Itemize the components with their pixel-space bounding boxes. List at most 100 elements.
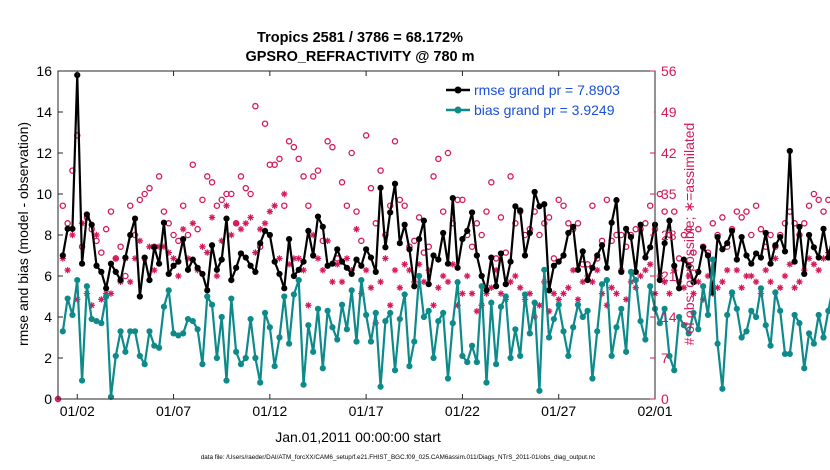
assimilated-obs-marker	[666, 290, 673, 297]
legend-rmse-marker	[454, 86, 462, 94]
bias-point	[502, 293, 509, 300]
rmse-point	[598, 242, 606, 249]
assimilated-obs-marker	[512, 272, 519, 280]
bias-point	[512, 326, 519, 333]
assimilated-obs-marker	[93, 231, 100, 239]
rmse-point	[680, 256, 687, 263]
bias-point	[228, 295, 235, 302]
rmse-point	[560, 252, 567, 259]
bias-point	[671, 367, 678, 374]
rmse-point	[59, 252, 66, 259]
rmse-point	[796, 223, 803, 230]
bias-point	[204, 293, 211, 300]
rmse-point	[343, 264, 350, 271]
possible-obs-marker	[439, 208, 447, 215]
possible-obs-marker	[117, 243, 124, 250]
bias-point	[64, 295, 71, 302]
possible-obs-marker	[300, 173, 307, 180]
rmse-point	[791, 258, 798, 265]
rmse-point	[377, 184, 384, 191]
assimilated-obs-marker	[483, 290, 490, 297]
possible-obs-marker	[555, 196, 562, 204]
assimilated-obs-marker	[285, 261, 293, 268]
assimilated-obs-marker	[796, 278, 803, 286]
possible-obs-marker	[492, 255, 500, 262]
rmse-point	[261, 227, 269, 234]
assimilated-obs-marker	[387, 302, 394, 309]
bias-point	[247, 315, 254, 323]
rmse-point	[180, 236, 187, 243]
rmse-point	[334, 246, 341, 253]
assimilated-obs-marker	[550, 290, 558, 297]
rmse-point	[623, 225, 630, 232]
rmse-point	[401, 221, 408, 228]
assimilated-obs-marker	[680, 284, 688, 291]
bias-point	[541, 266, 548, 273]
assimilated-obs-marker	[324, 237, 331, 245]
rmse-point	[675, 285, 683, 292]
assimilated-obs-marker	[613, 290, 620, 297]
bias-point	[300, 381, 307, 388]
rmse-point	[382, 244, 389, 251]
possible-obs-marker	[545, 214, 553, 221]
rmse-point	[440, 229, 447, 237]
bias-point	[623, 348, 630, 355]
bias-point	[570, 324, 577, 331]
rmse-point	[415, 236, 423, 243]
bias-point	[493, 361, 500, 368]
bias-point	[656, 320, 663, 327]
possible-obs-marker	[820, 208, 827, 215]
rmse-point	[425, 281, 432, 288]
possible-obs-marker	[743, 208, 750, 215]
possible-obs-marker	[815, 196, 822, 204]
assimilated-obs-marker	[175, 272, 182, 280]
rmse-point	[555, 258, 562, 265]
rmse-point	[199, 270, 206, 278]
rmse-point	[762, 229, 769, 237]
bias-point	[637, 318, 644, 325]
bias-point	[536, 387, 543, 394]
bias-point	[632, 277, 639, 284]
possible-obs-marker	[98, 249, 105, 256]
assimilated-obs-marker	[377, 278, 384, 286]
bias-point	[589, 375, 596, 382]
possible-obs-marker	[502, 249, 509, 256]
y-axis-label-left: rmse and bias (model - observation)	[15, 122, 31, 346]
assimilated-obs-marker	[213, 272, 221, 280]
rmse-point	[107, 260, 115, 267]
bias-point	[685, 330, 692, 337]
bias-point	[93, 318, 100, 325]
assimilated-obs-marker	[281, 190, 288, 198]
bias-point	[478, 283, 485, 290]
rmse-point	[738, 233, 745, 241]
rmse-point	[281, 285, 288, 292]
assimilated-obs-marker	[608, 284, 615, 291]
bias-point	[415, 272, 423, 280]
assimilated-obs-marker	[160, 243, 168, 250]
rmse-point	[757, 254, 765, 261]
rmse-point	[127, 231, 134, 239]
assimilated-obs-marker	[305, 302, 312, 309]
possible-obs-marker	[126, 202, 134, 209]
possible-obs-marker	[324, 138, 331, 145]
possible-obs-marker	[512, 220, 519, 227]
possible-obs-marker	[170, 231, 177, 239]
rmse-point	[252, 268, 259, 275]
bias-point	[560, 328, 567, 335]
assimilated-obs-marker	[300, 266, 307, 274]
possible-obs-marker	[141, 190, 148, 198]
rmse-point	[122, 254, 129, 261]
possible-obs-marker	[805, 202, 813, 209]
rmse-point	[88, 221, 95, 228]
rmse-point	[420, 217, 428, 224]
possible-obs-marker	[155, 173, 163, 180]
possible-obs-marker	[329, 143, 336, 151]
bias-point	[555, 301, 562, 308]
possible-obs-marker	[348, 149, 355, 157]
assimilated-obs-marker	[589, 278, 596, 286]
assimilated-obs-marker	[752, 278, 760, 286]
rmse-point	[661, 240, 668, 247]
assimilated-obs-marker	[228, 231, 235, 239]
y-tick-label-left: 6	[44, 268, 52, 284]
rmse-point	[310, 252, 317, 259]
